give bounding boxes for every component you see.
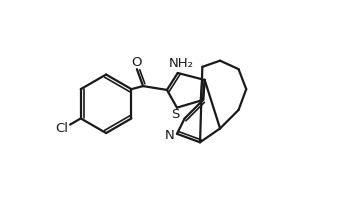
Text: Cl: Cl [55,122,68,135]
Text: O: O [132,56,142,69]
Text: NH₂: NH₂ [169,57,194,70]
Text: N: N [165,129,175,142]
Text: S: S [171,108,180,121]
